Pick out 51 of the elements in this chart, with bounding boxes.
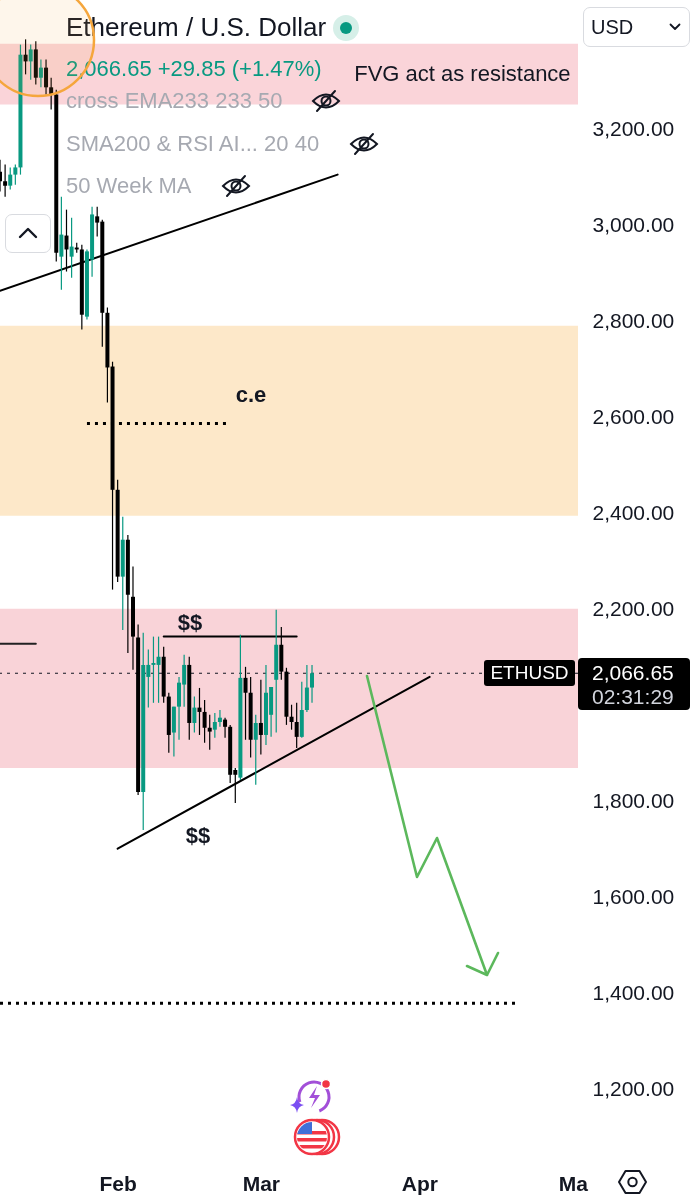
ref-line-label: ETHUSD	[490, 662, 569, 685]
y-tick-label: 1,400.00	[592, 980, 675, 1004]
candlestick	[28, 44, 33, 81]
candlestick	[223, 717, 228, 739]
y-tick-label: 3,000.00	[592, 212, 675, 236]
annotation: c.e	[235, 382, 267, 407]
y-tick-label: 3,200.00	[592, 117, 675, 141]
candlestick	[289, 704, 294, 731]
candlestick	[38, 58, 43, 88]
candlestick	[69, 217, 74, 279]
y-tick-label: 1,800.00	[592, 788, 675, 812]
candlestick	[151, 636, 156, 704]
candlestick	[197, 687, 202, 736]
candlestick	[310, 664, 315, 704]
x-tick-label: Mar	[242, 1171, 281, 1195]
x-tick-label: Feb	[99, 1171, 137, 1195]
candlestick	[44, 58, 49, 96]
candlestick	[217, 709, 222, 728]
candlestick	[59, 196, 64, 291]
candlestick	[3, 163, 8, 198]
candlestick	[294, 702, 299, 749]
x-tick-label: Ma	[558, 1171, 589, 1195]
candlestick	[304, 664, 309, 713]
tag-box: ETHUSD	[484, 660, 575, 687]
candlestick	[49, 77, 54, 110]
y-tick-label: 1,200.00	[592, 1076, 675, 1100]
candlestick	[156, 636, 161, 704]
annotation: SMA200 & RSI AI... 20 40	[66, 131, 320, 156]
candlestick	[8, 166, 13, 191]
annotation: $$	[177, 610, 203, 635]
y-tick-label: 1,600.00	[592, 884, 675, 908]
candlestick	[253, 714, 258, 786]
y-tick-label: 2,600.00	[592, 404, 675, 428]
candlestick	[207, 714, 212, 751]
y-tick-label: 2,200.00	[592, 596, 675, 620]
candlestick	[212, 712, 217, 739]
y-tick-label: 2,400.00	[592, 500, 675, 524]
candlestick	[202, 699, 207, 744]
band-label: FVG act as resistance	[354, 61, 571, 87]
candlestick	[243, 666, 248, 741]
annotation: $$	[185, 823, 211, 848]
annotation: 50 Week MA	[66, 173, 192, 198]
tag-box: 2,066.65 02:31:29	[578, 658, 690, 711]
candlestick	[258, 679, 263, 756]
candlestick	[13, 163, 18, 186]
y-tick-label: 2,800.00	[592, 308, 675, 332]
annotation: cross EMA233 233 50	[66, 88, 283, 113]
candlestick	[64, 209, 69, 273]
x-tick-label: Apr	[401, 1171, 439, 1195]
candlestick	[192, 695, 197, 734]
dropdown-field: USD	[583, 7, 690, 47]
